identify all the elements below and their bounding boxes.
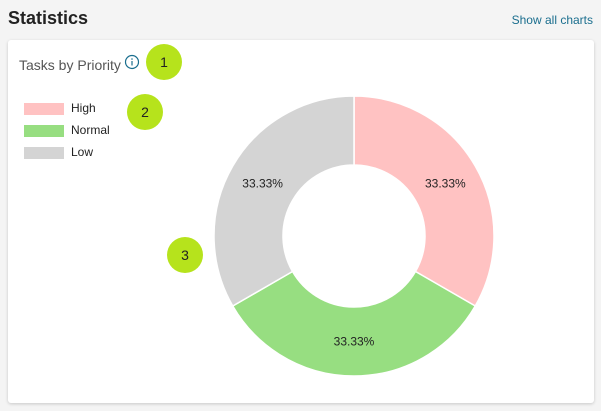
step-badge-2: 2 [127,94,163,130]
donut-slice-high[interactable] [353,95,495,308]
donut-slice-low[interactable] [213,95,355,308]
priority-donut-chart: 33.33% 33.33% 33.33% [213,95,495,377]
slice-label-normal: 33.33% [334,335,375,349]
slice-label-low: 33.33% [242,176,283,190]
step-badge-1: 1 [146,44,182,80]
legend-label-normal: Normal [71,123,110,137]
tasks-by-priority-card: Tasks by Priority High Normal Low 33.33%… [8,40,594,403]
legend-swatch-high [24,103,64,115]
donut-slice-normal[interactable] [231,270,477,377]
statistics-header: Statistics Show all charts [0,0,601,38]
page-title: Statistics [8,8,89,28]
legend-swatch-low [24,147,64,159]
card-title: Tasks by Priority [19,57,121,73]
legend-swatch-normal [24,125,64,137]
step-badge-3: 3 [167,237,203,273]
legend-label-high: High [71,101,96,115]
slice-label-high: 33.33% [425,176,466,190]
legend-label-low: Low [71,145,94,159]
info-icon[interactable] [124,54,140,70]
show-all-charts-link[interactable]: Show all charts [511,13,593,27]
